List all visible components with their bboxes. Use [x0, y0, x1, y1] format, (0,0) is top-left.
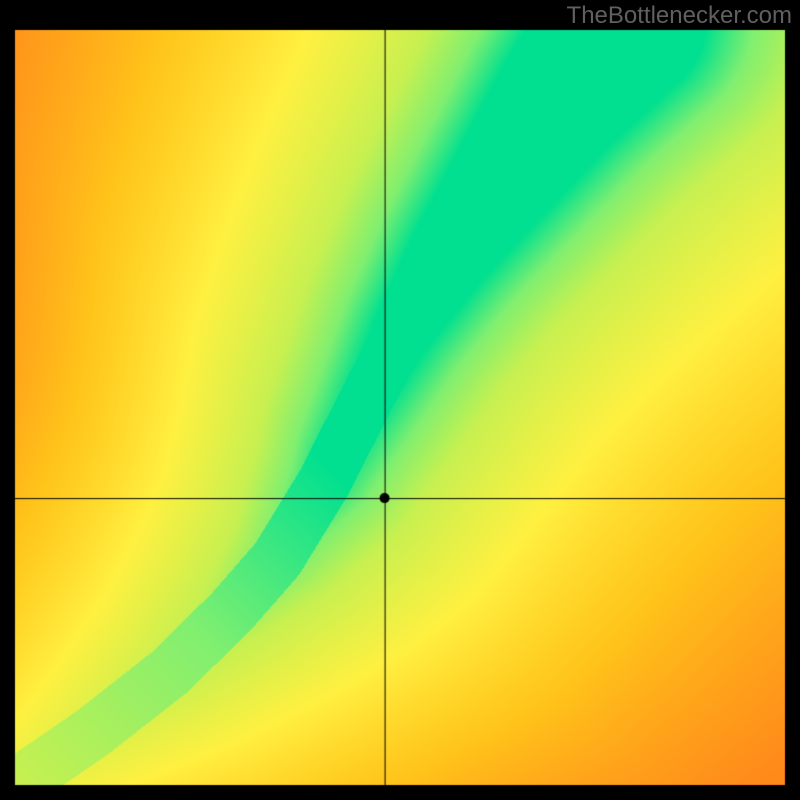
- bottleneck-heatmap: [0, 0, 800, 800]
- watermark-text: TheBottlenecker.com: [567, 2, 792, 30]
